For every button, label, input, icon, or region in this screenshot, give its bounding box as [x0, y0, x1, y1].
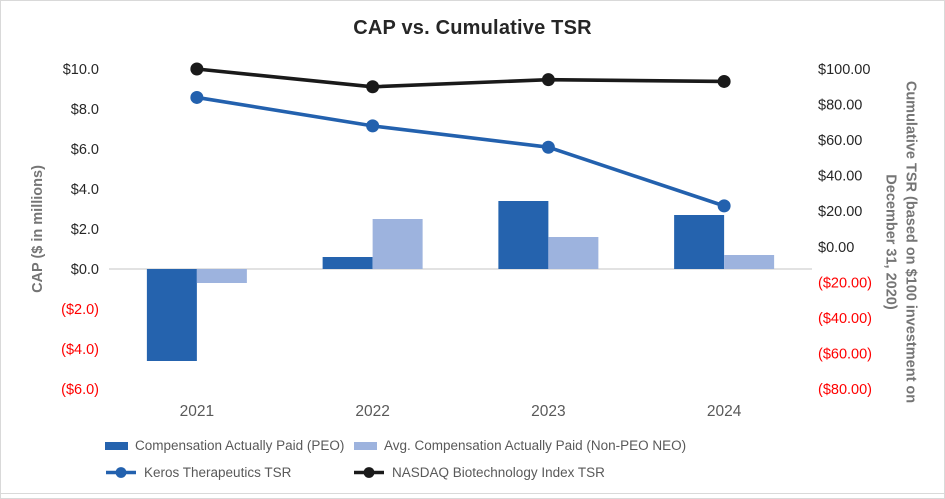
nasdaq-tsr-marker-2022 [366, 80, 380, 94]
legend-swatch-non-peo-bar [354, 441, 377, 450]
bar-non_peo-2022 [372, 219, 423, 269]
x-axis-label: 2024 [707, 403, 742, 420]
right-axis-tick: ($40.00) [818, 311, 872, 327]
left-axis-tick: $8.0 [71, 102, 99, 118]
legend-item-keros: Keros Therapeutics TSR [105, 465, 291, 480]
left-axis-tick: $10.0 [63, 62, 99, 78]
right-axis-tick: $40.00 [818, 169, 862, 185]
left-axis-tick: ($6.0) [61, 382, 99, 398]
x-axis-label: 2023 [531, 403, 565, 420]
left-axis-tick: $0.0 [71, 262, 99, 278]
right-axis-tick: $80.00 [818, 98, 862, 114]
right-axis-tick: ($20.00) [818, 275, 872, 291]
chart-frame-bottom-line [1, 493, 944, 494]
keros-tsr-marker-2024 [717, 199, 731, 213]
legend-item-peo: Compensation Actually Paid (PEO) [105, 438, 344, 453]
right-axis-tick: ($60.00) [818, 346, 872, 362]
keros-tsr-marker-2023 [541, 140, 555, 154]
legend-swatch-keros-line [106, 467, 136, 478]
bar-peo-2024 [674, 215, 725, 269]
legend-label-non-peo: Avg. Compensation Actually Paid (Non-PEO… [384, 438, 687, 453]
legend-label-keros: Keros Therapeutics TSR [144, 465, 292, 480]
keros-tsr-marker-2022 [366, 119, 380, 133]
nasdaq-tsr-marker-2023 [541, 73, 555, 87]
left-axis-tick: $6.0 [71, 142, 99, 158]
bar-non_peo-2024 [724, 255, 775, 269]
bar-peo-2023 [498, 201, 549, 269]
x-axis-label: 2022 [355, 403, 389, 420]
right-axis-tick: $20.00 [818, 204, 862, 220]
keros-tsr-line [196, 95, 725, 208]
legend-item-nasdaq: NASDAQ Biotechnology Index TSR [353, 465, 605, 480]
legend-swatch-peo-bar [105, 441, 128, 450]
left-axis-tick: ($2.0) [61, 302, 99, 318]
left-axis-tick: $2.0 [71, 222, 99, 238]
legend-label-peo: Compensation Actually Paid (PEO) [135, 438, 345, 453]
right-axis-tick: $100.00 [818, 62, 870, 78]
left-axis-tick: ($4.0) [61, 342, 99, 358]
right-axis-tick: $60.00 [818, 133, 862, 149]
bar-peo-2022 [322, 257, 373, 269]
nasdaq-tsr-line [196, 67, 725, 89]
right-axis-tick: $0.00 [818, 240, 854, 256]
left-axis-tick: $4.0 [71, 182, 99, 198]
bar-non_peo-2021 [196, 269, 247, 283]
nasdaq-tsr-marker-2024 [717, 74, 731, 88]
legend-item-non-peo: Avg. Compensation Actually Paid (Non-PEO… [354, 438, 686, 453]
chart-title: CAP vs. Cumulative TSR [353, 17, 592, 39]
nasdaq-tsr-marker-2021 [190, 62, 204, 76]
keros-tsr-marker-2021 [190, 90, 204, 104]
bar-peo-2021 [146, 269, 197, 361]
right-axis-tick: ($80.00) [818, 382, 872, 398]
legend-swatch-nasdaq-line [354, 467, 384, 478]
x-axis-label: 2021 [180, 403, 214, 420]
bar-non_peo-2023 [548, 237, 599, 269]
legend-label-nasdaq: NASDAQ Biotechnology Index TSR [392, 465, 605, 480]
